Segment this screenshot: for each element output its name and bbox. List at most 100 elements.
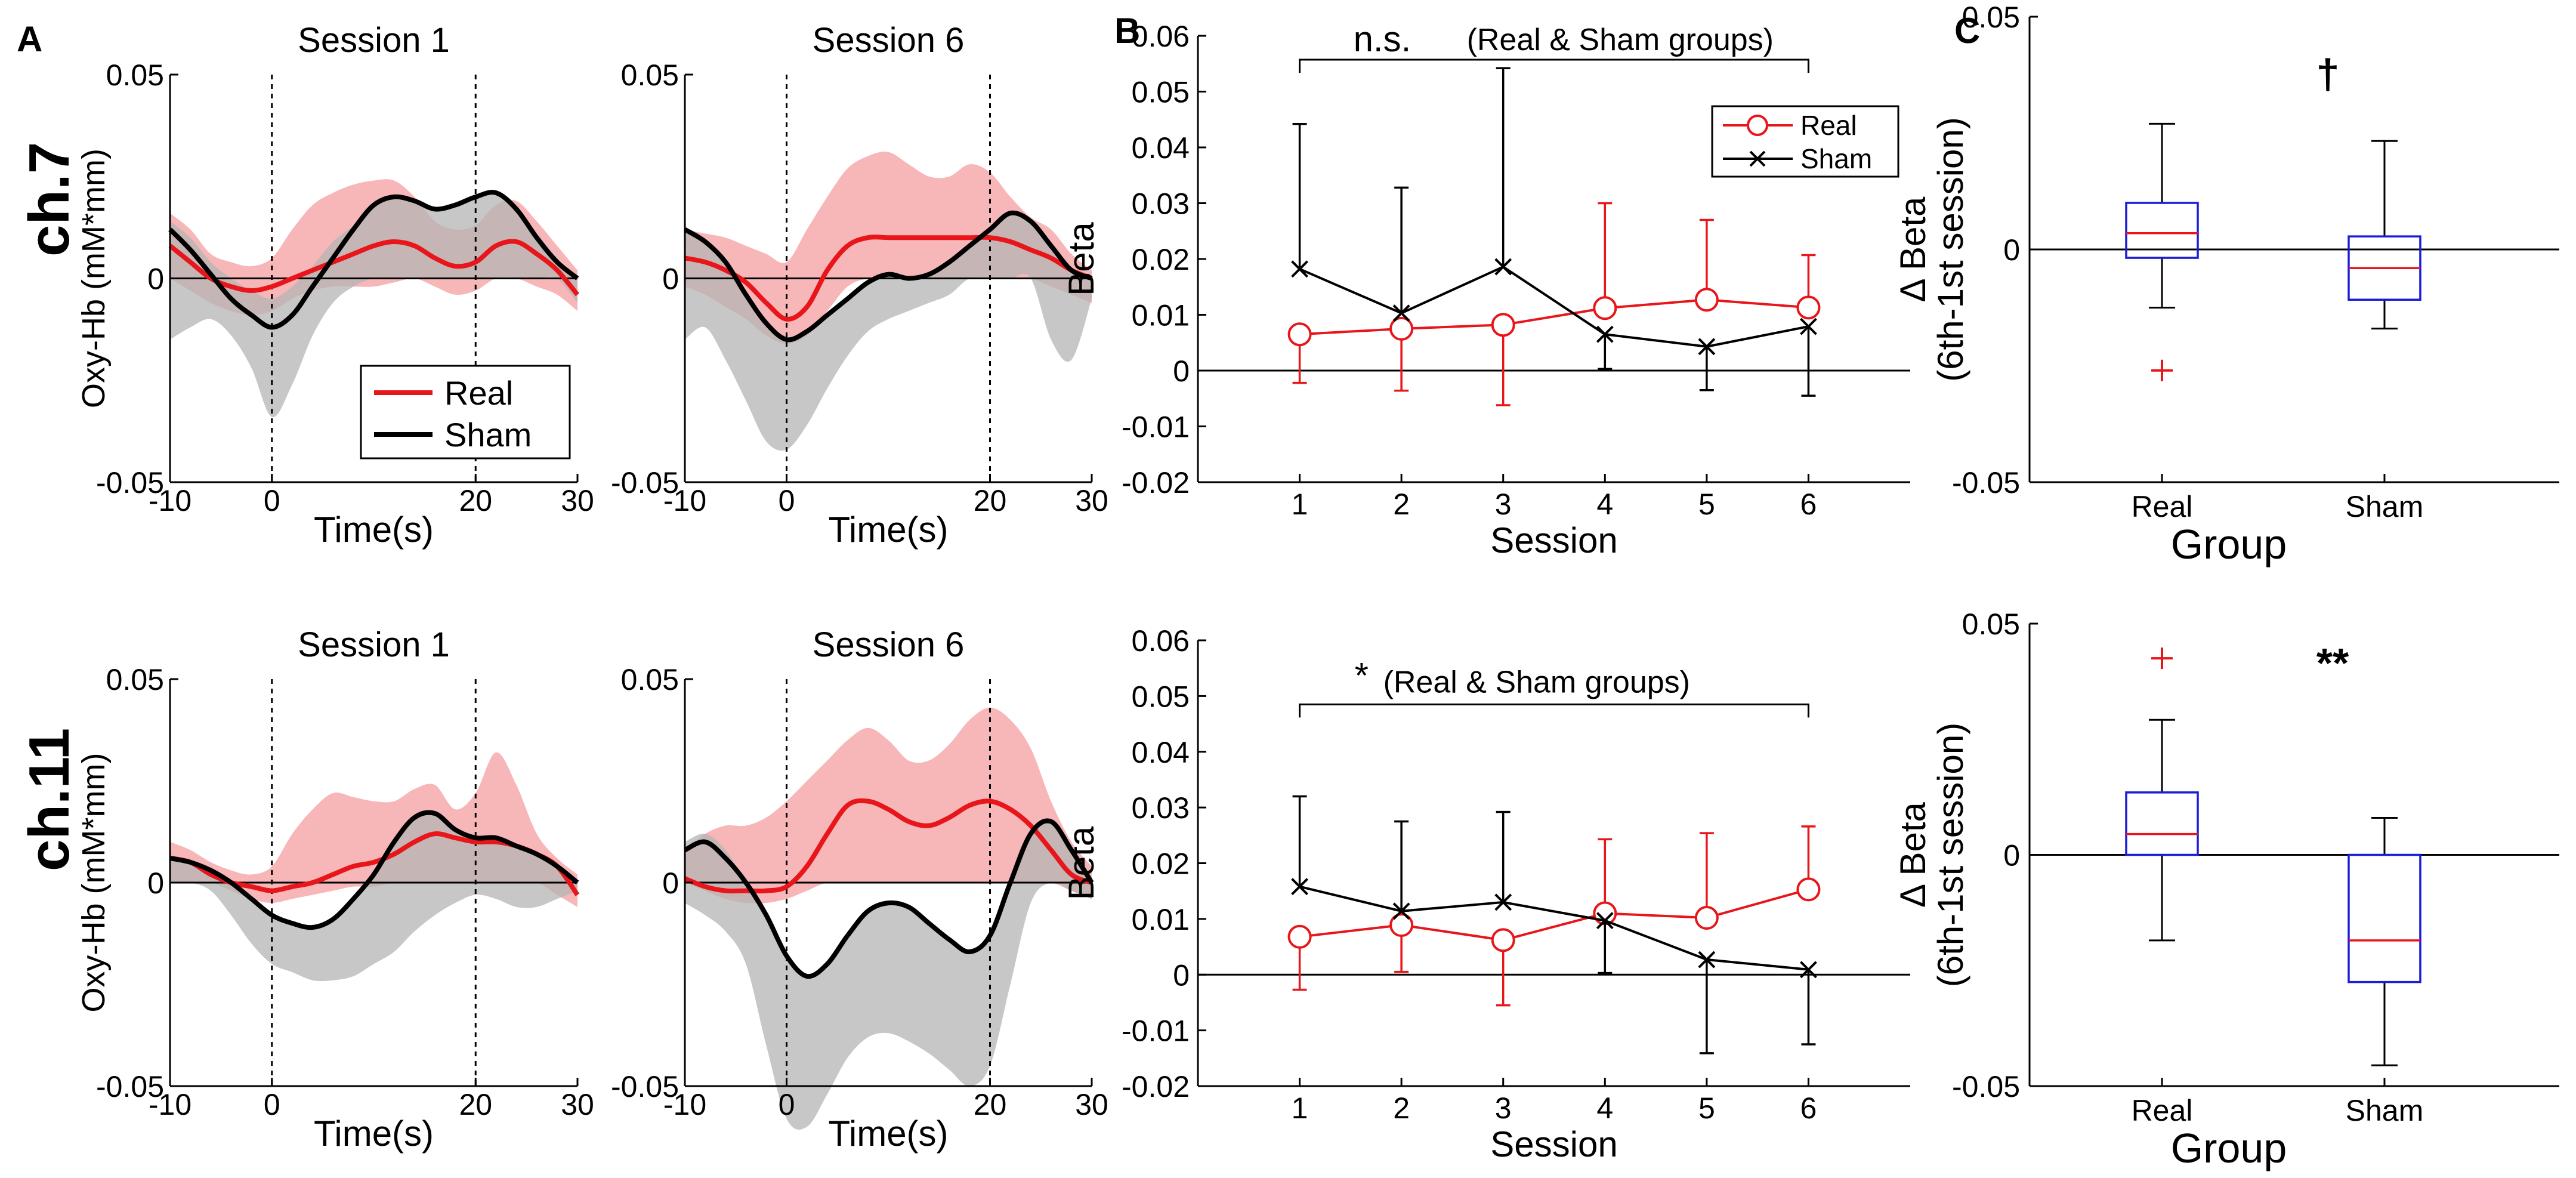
- significance-bracket: [1299, 703, 1809, 718]
- y-tick-label: 0.05: [1962, 607, 2020, 641]
- y-axis-label: Oxy-Hb (mM*mm): [76, 753, 112, 1013]
- legend-marker-real: [1747, 115, 1768, 136]
- significance-symbol: *: [1355, 655, 1369, 695]
- y-tick-label: 0.03: [1132, 187, 1190, 221]
- timecourse-plot-a-ch11-s1: -10 0 20 30 0.05 0 -0.05 Session 1 Time(s) Oxy-Hb…: [76, 625, 594, 1154]
- y-tick-label: 0.05: [1132, 680, 1190, 713]
- box-real: [2125, 202, 2199, 259]
- marker-sham: [1800, 961, 1817, 979]
- y-tick-label: 0.04: [1132, 736, 1190, 769]
- x-axis-label: Time(s): [828, 1114, 948, 1154]
- x-axis-label: Time(s): [314, 1114, 434, 1154]
- y-tick-label: -0.02: [1122, 466, 1190, 499]
- y-tick-label: 0: [1173, 354, 1190, 388]
- y-tick-label: -0.05: [1952, 1070, 2020, 1103]
- y-axis-label-line1: Δ Beta: [1893, 196, 1933, 302]
- marker-real: [1389, 316, 1414, 341]
- marker-sham: [1596, 912, 1614, 930]
- mean-line-real: [168, 239, 580, 297]
- x-tick-label: Sham: [2346, 1094, 2424, 1127]
- panel-letter-a: A: [17, 19, 42, 59]
- marker-sham: [1698, 951, 1716, 969]
- y-tick-label: 0.05: [1132, 76, 1190, 109]
- y-tick-label: 0.05: [621, 663, 679, 696]
- y-axis-label: Beta: [1061, 826, 1101, 900]
- legend-box: [1711, 105, 1899, 178]
- x-tick-label: 30: [561, 484, 594, 517]
- y-tick-label: 0.06: [1132, 20, 1190, 53]
- y-tick-label: 0: [2003, 233, 2020, 267]
- x-tick-label: -10: [663, 484, 706, 517]
- legend-label-real: Real: [444, 374, 513, 412]
- y-tick-label: 0: [147, 866, 164, 900]
- marker-real: [1287, 924, 1312, 949]
- box-plot-c-ch7: 0.05 0 -0.05 Real Sham Group Δ Beta(6th-1st se…: [1893, 1, 2559, 568]
- timecourse-plot-a-ch11-s6: -10 0 20 30 0.05 0 -0.05 Session 6 Time(s): [611, 625, 1108, 1154]
- outlier-marker: [2151, 647, 2173, 670]
- x-tick-label: 3: [1495, 488, 1512, 521]
- y-axis-label: Beta: [1061, 222, 1101, 296]
- y-tick-label: 0: [147, 263, 164, 296]
- legend-label-sham: Sham: [444, 416, 532, 454]
- marker-sham: [1392, 304, 1410, 322]
- marker-real: [1694, 906, 1719, 930]
- x-tick-label: -10: [663, 1088, 706, 1121]
- marker-sham: [1494, 893, 1512, 911]
- y-tick-label: -0.05: [96, 466, 164, 499]
- y-tick-label: -0.01: [1122, 1014, 1190, 1048]
- y-tick-label: 0.04: [1132, 131, 1190, 165]
- y-tick-label: -0.05: [1952, 466, 2020, 499]
- panel-letter-c: C: [1954, 11, 1980, 51]
- x-tick-label: Real: [2132, 490, 2193, 523]
- box-plot-c-ch11: 0.05 0 -0.05 Real Sham Group Δ Beta(6th-1st se…: [1893, 607, 2559, 1171]
- significance-mark: †: [2316, 51, 2340, 97]
- y-axis-label-line2: (6th-1st session): [1931, 117, 1970, 382]
- x-tick-label: 0: [779, 484, 795, 517]
- series-line-sham: [1299, 885, 1809, 971]
- x-tick-label: 20: [974, 484, 1007, 517]
- y-tick-label: 0.05: [106, 58, 164, 92]
- marker-sham: [1291, 878, 1308, 896]
- x-tick-label: 30: [1075, 1088, 1108, 1121]
- x-tick-label: 20: [459, 1088, 492, 1121]
- x-tick-label: 3: [1495, 1091, 1512, 1125]
- x-tick-label: 5: [1698, 1091, 1715, 1125]
- y-tick-label: 0: [1173, 958, 1190, 992]
- box-sham: [2348, 853, 2421, 983]
- row-label-ch7: ch.7: [17, 142, 81, 257]
- marker-real: [1593, 296, 1617, 320]
- x-tick-label: 30: [1075, 484, 1108, 517]
- legend-box: [360, 365, 571, 460]
- legend-label-real: Real: [1800, 110, 1857, 141]
- x-axis-label: Group: [2171, 521, 2287, 568]
- x-tick-label: 20: [459, 484, 492, 517]
- x-tick-label: 2: [1393, 488, 1410, 521]
- series-line-real: [1299, 298, 1809, 336]
- legend-marker-sham: [1749, 150, 1766, 167]
- x-tick-label: 5: [1698, 488, 1715, 521]
- beta-plot-b-ch7: 0.06 0.05 0.04 0.03 0.02 0.01 0 -0.01 -0.02 1 2 3 4 5…: [1061, 19, 1910, 560]
- x-axis-label: Session: [1490, 520, 1617, 560]
- y-tick-label: -0.01: [1122, 411, 1190, 444]
- x-tick-label: 6: [1800, 488, 1817, 521]
- marker-real: [1796, 877, 1821, 902]
- significance-symbol: n.s.: [1354, 19, 1411, 59]
- significance-bracket: [1299, 58, 1809, 73]
- y-tick-label: 0.01: [1132, 299, 1190, 332]
- y-tick-label: 0.03: [1132, 791, 1190, 825]
- marker-sham: [1392, 902, 1410, 920]
- x-tick-label: -10: [149, 484, 191, 517]
- outlier-marker: [2151, 359, 2173, 381]
- significance-text: (Real & Sham groups): [1467, 23, 1774, 57]
- marker-sham: [1698, 338, 1716, 356]
- mean-line-sham: [683, 210, 1093, 343]
- marker-real: [1287, 322, 1312, 347]
- marker-real: [1491, 928, 1515, 952]
- x-axis-label: Session: [1490, 1124, 1617, 1164]
- y-tick-label: -0.05: [96, 1070, 164, 1103]
- y-tick-label: 0: [2003, 839, 2020, 872]
- y-tick-label: -0.05: [611, 1070, 679, 1103]
- plot-title: Session 6: [813, 21, 965, 60]
- y-tick-label: 0.05: [621, 58, 679, 92]
